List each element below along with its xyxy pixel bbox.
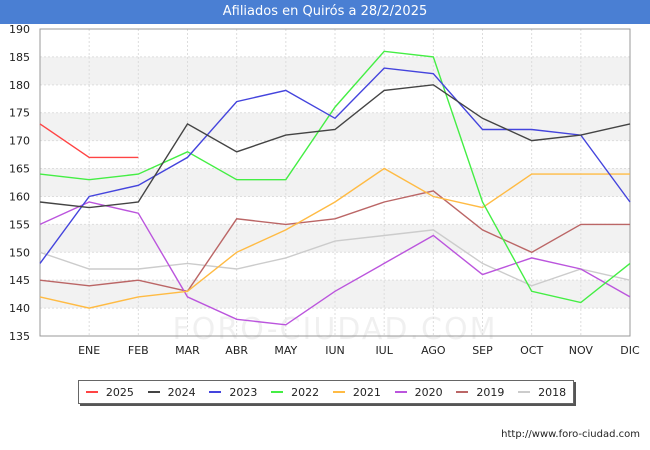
legend-label: 2023 <box>229 385 258 399</box>
series-lines <box>39 50 631 326</box>
series-line-2023 <box>39 67 631 264</box>
series-line-2019 <box>39 190 630 293</box>
x-tick-label: ABR <box>225 344 248 354</box>
watermark: FORO-CIUDAD.COM <box>173 312 498 347</box>
legend-item-2021: 2021 <box>332 385 381 399</box>
legend-swatch <box>147 391 160 393</box>
legend-label: 2018 <box>538 385 567 399</box>
x-tick-label: SEP <box>472 344 493 354</box>
legend-item-2025: 2025 <box>85 385 134 399</box>
y-tick-label: 180 <box>9 79 30 92</box>
legend-swatch <box>85 391 98 393</box>
y-tick-label: 165 <box>9 163 30 176</box>
legend-swatch <box>209 391 222 393</box>
x-tick-label: NOV <box>569 344 594 354</box>
series-line-2024 <box>39 84 631 209</box>
legend-item-2018: 2018 <box>518 386 566 399</box>
y-tick-label: 155 <box>9 218 30 231</box>
y-tick-label: 140 <box>9 302 30 315</box>
legend-item-2024: 2024 <box>147 385 196 399</box>
series-line-2022 <box>39 50 631 304</box>
y-tick-label: 185 <box>9 51 30 64</box>
x-tick-label: FEB <box>128 344 149 354</box>
line-chart: FORO-CIUDAD.COM 135 140 145 150 155 160 165 170… <box>9 24 640 354</box>
legend-label: 2025 <box>105 385 134 399</box>
legend-item-2022: 2022 <box>271 386 319 399</box>
x-tick-label: ENE <box>78 344 100 354</box>
chart-title: Afiliados en Quirós a 28/2/2025 <box>0 0 650 24</box>
x-tick-label: JUN <box>324 344 345 354</box>
x-tick-label: MAR <box>175 344 200 354</box>
legend-swatch <box>394 391 407 393</box>
x-axis: ENE FEB MAR ABR MAY JUN JUL AGO SEP OCT NOV DIC <box>78 344 640 354</box>
legend: 2025 2024 2023 2022 2021 2020 2019 2018 <box>78 380 574 404</box>
y-tick-label: 170 <box>9 135 30 148</box>
legend-swatch <box>518 391 531 393</box>
legend-label: 2020 <box>414 385 443 399</box>
y-tick-label: 190 <box>9 24 30 36</box>
x-tick-label: JUL <box>374 344 393 354</box>
series-line-2018 <box>39 229 631 287</box>
legend-item-2020: 2020 <box>394 385 443 399</box>
legend-item-2023: 2023 <box>209 386 257 399</box>
y-tick-label: 160 <box>9 190 30 203</box>
source-url: http://www.foro-ciudad.com <box>501 429 640 440</box>
legend-label: 2022 <box>291 385 320 399</box>
x-tick-label: MAY <box>274 344 297 354</box>
series-line-2021 <box>39 167 630 309</box>
x-tick-label: OCT <box>520 344 543 354</box>
legend-label: 2019 <box>476 385 505 399</box>
legend-swatch <box>332 391 345 393</box>
legend-swatch <box>271 391 284 393</box>
y-tick-label: 135 <box>9 330 30 343</box>
legend-swatch <box>456 391 469 393</box>
y-axis: 135 140 145 150 155 160 165 170 175 180 185 190 <box>9 24 30 343</box>
legend-label: 2021 <box>352 385 381 399</box>
y-tick-label: 150 <box>9 246 30 259</box>
plot-border <box>39 28 631 337</box>
legend-label: 2024 <box>167 385 196 399</box>
y-tick-label: 145 <box>9 274 30 287</box>
x-tick-label: AGO <box>421 344 446 354</box>
legend-item-2019: 2019 <box>456 386 504 399</box>
y-tick-label: 175 <box>9 107 30 120</box>
x-tick-label: DIC <box>620 344 640 354</box>
grid-lines <box>39 28 631 337</box>
series-line-2020 <box>39 201 631 326</box>
series-line-2025 <box>39 123 139 159</box>
